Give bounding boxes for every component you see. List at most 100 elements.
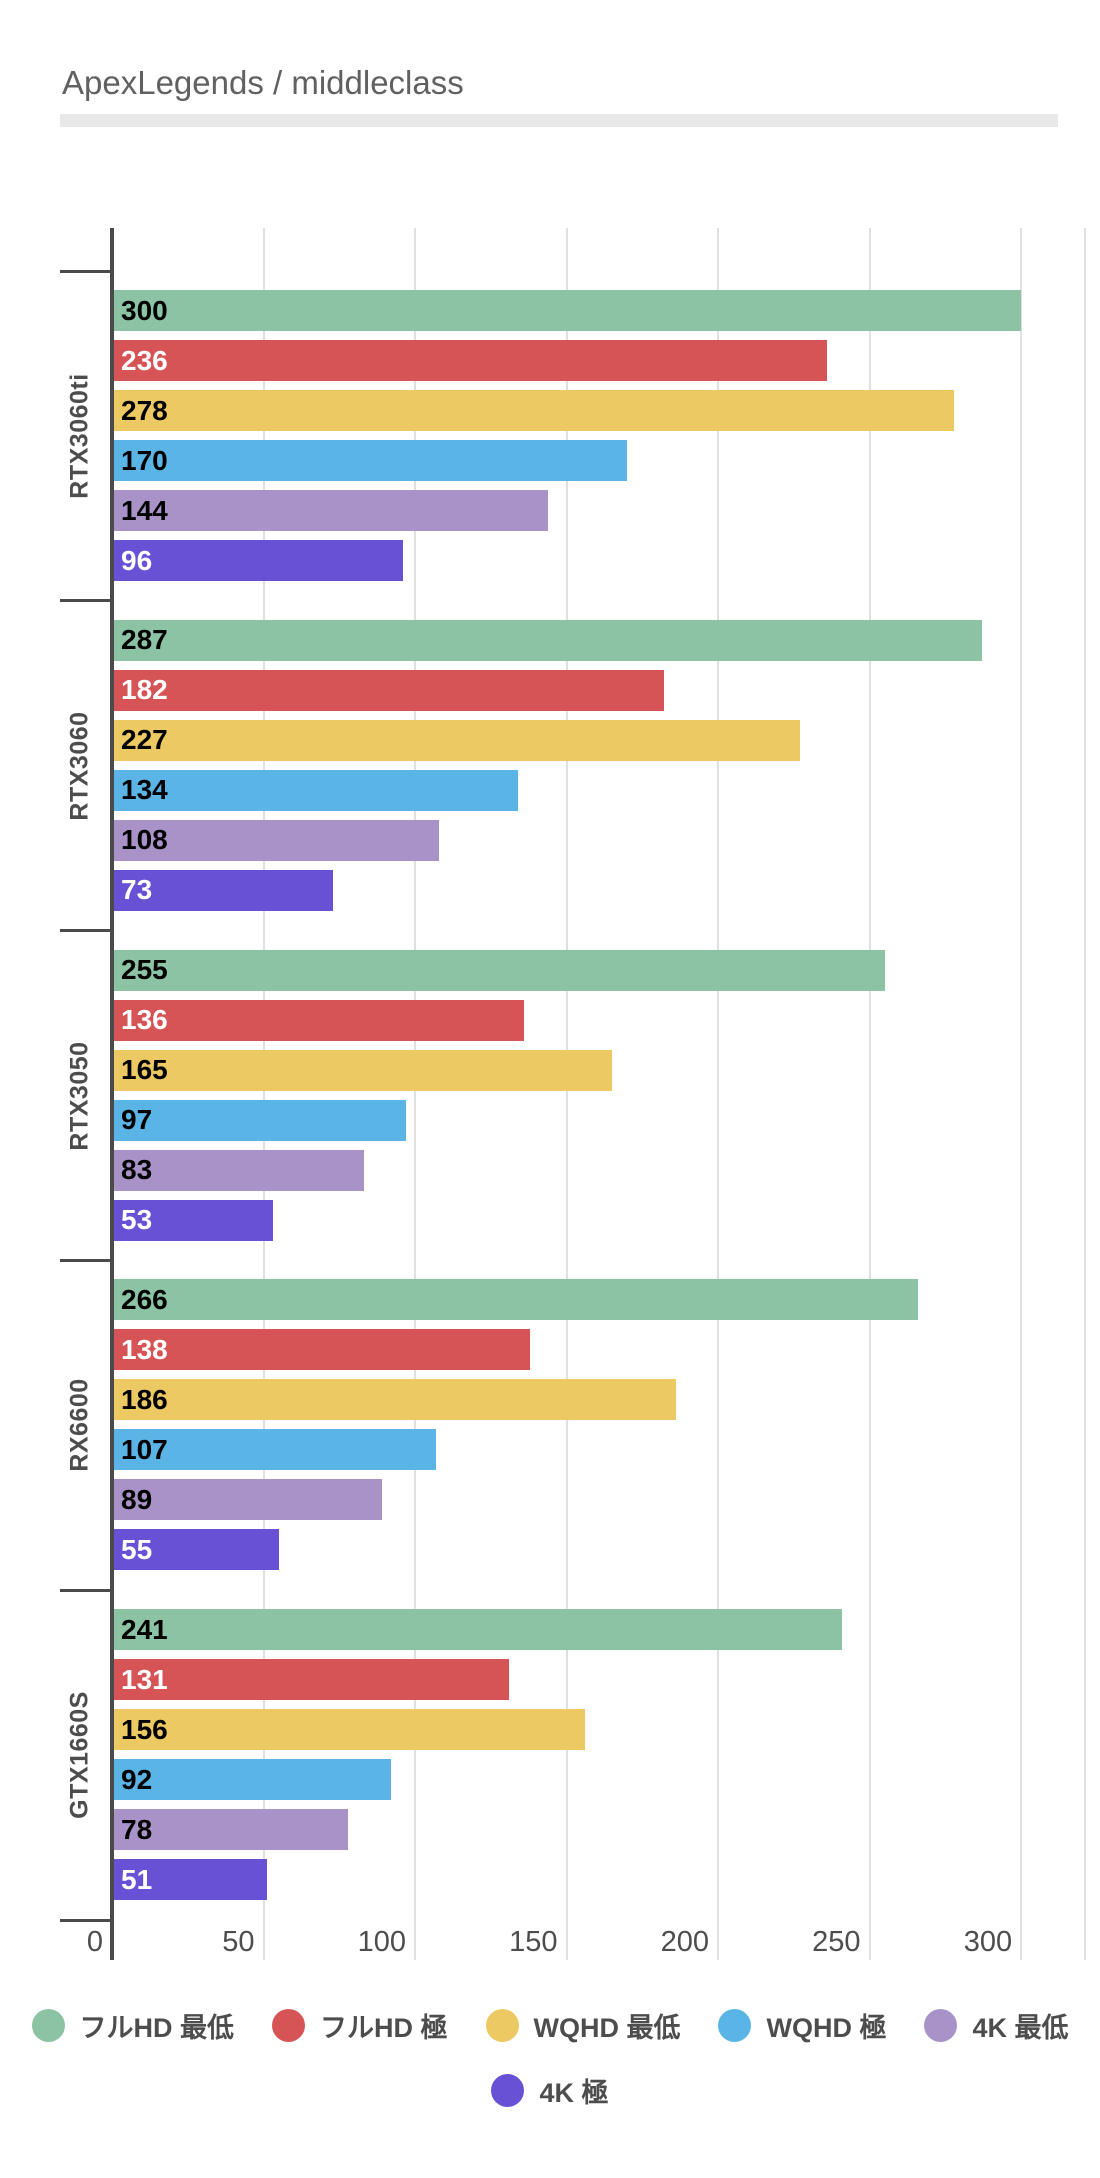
- gridline: [414, 228, 417, 1960]
- bar-value-label: 89: [121, 1483, 153, 1515]
- bar-value-label: 182: [121, 674, 168, 706]
- legend-swatch-icon: [31, 2009, 65, 2042]
- bar-value-label: 96: [121, 544, 153, 576]
- bar[interactable]: 55: [112, 1529, 279, 1571]
- bar[interactable]: 278: [112, 390, 955, 431]
- bar[interactable]: 108: [112, 819, 440, 861]
- bar-value-label: 144: [121, 494, 168, 526]
- bar[interactable]: 51: [112, 1859, 267, 1901]
- bar[interactable]: 134: [112, 769, 519, 811]
- x-tick-label: 300: [963, 1926, 1013, 1958]
- bar[interactable]: 92: [112, 1759, 391, 1801]
- legend-item: WQHD 最低: [485, 2006, 681, 2045]
- title-divider: [60, 114, 1058, 127]
- bar[interactable]: 241: [112, 1609, 843, 1651]
- bar[interactable]: 96: [112, 540, 403, 581]
- bar-value-label: 138: [121, 1333, 168, 1365]
- gridline: [1083, 228, 1086, 1960]
- legend-label: フルHD 極: [320, 2013, 448, 2043]
- legend-swatch-icon: [272, 2009, 305, 2042]
- legend-item: WQHD 極: [718, 2006, 886, 2045]
- category-tick: [60, 599, 112, 603]
- legend-label: フルHD 最低: [79, 2013, 235, 2043]
- bar[interactable]: 136: [112, 999, 525, 1041]
- legend: フルHD 最低 フルHD 極 WQHD 最低 WQHD 極 4K 最低 4K 極: [0, 2006, 1100, 2110]
- x-tick-label: 100: [357, 1926, 407, 1958]
- bar[interactable]: 266: [112, 1279, 919, 1321]
- category-tick: [60, 1918, 112, 1922]
- bar[interactable]: 182: [112, 669, 664, 711]
- bar-value-label: 278: [121, 394, 168, 426]
- bar-value-label: 227: [121, 724, 168, 756]
- x-tick-label: 50: [222, 1926, 255, 1958]
- bar[interactable]: 83: [112, 1149, 364, 1191]
- bar[interactable]: 255: [112, 949, 885, 991]
- legend-item: フルHD 最低: [31, 2006, 235, 2045]
- gridline: [717, 228, 720, 1960]
- bar-value-label: 78: [121, 1813, 153, 1845]
- bar-value-label: 300: [121, 294, 168, 326]
- bar[interactable]: 300: [112, 290, 1022, 331]
- legend-row: フルHD 最低 フルHD 極 WQHD 最低 WQHD 極 4K 最低: [31, 2006, 1069, 2045]
- bar[interactable]: 131: [112, 1659, 509, 1701]
- legend-swatch-icon: [485, 2009, 519, 2042]
- category-label: RTX3060ti: [65, 373, 94, 499]
- bar[interactable]: 165: [112, 1049, 612, 1091]
- category-label: RTX3060: [65, 711, 94, 821]
- category-tick: [60, 1258, 112, 1262]
- bar-value-label: 53: [121, 1204, 153, 1236]
- bar-value-label: 108: [121, 824, 168, 856]
- legend-label: WQHD 極: [766, 2013, 887, 2043]
- bar[interactable]: 144: [112, 490, 549, 531]
- bar[interactable]: 53: [112, 1199, 273, 1241]
- gridline: [565, 228, 568, 1960]
- bar[interactable]: 227: [112, 719, 800, 761]
- gridline: [262, 228, 265, 1960]
- bar[interactable]: 97: [112, 1099, 406, 1141]
- bar-value-label: 92: [121, 1763, 153, 1795]
- bar-value-label: 83: [121, 1154, 153, 1186]
- bar[interactable]: 89: [112, 1479, 382, 1521]
- bar-value-label: 156: [121, 1713, 168, 1745]
- bar-value-label: 287: [121, 624, 168, 656]
- bar[interactable]: 170: [112, 440, 628, 481]
- bar[interactable]: 78: [112, 1809, 349, 1851]
- bar[interactable]: 236: [112, 340, 828, 381]
- bar-value-label: 134: [121, 774, 168, 806]
- legend-swatch-icon: [924, 2009, 958, 2042]
- bar[interactable]: 107: [112, 1429, 437, 1471]
- bar-value-label: 51: [121, 1863, 153, 1895]
- bar-value-label: 97: [121, 1104, 153, 1136]
- bar-value-label: 170: [121, 444, 168, 476]
- bar[interactable]: 287: [112, 619, 982, 661]
- bar-value-label: 236: [121, 344, 168, 376]
- bar[interactable]: 138: [112, 1329, 531, 1371]
- bar[interactable]: 73: [112, 869, 334, 911]
- bar-value-label: 255: [121, 954, 168, 986]
- category-label: RTX3050: [65, 1040, 94, 1151]
- gridline: [868, 228, 871, 1960]
- bar[interactable]: 156: [112, 1709, 585, 1751]
- legend-label: 4K 最低: [972, 2013, 1069, 2043]
- bar-value-label: 136: [121, 1004, 168, 1036]
- x-tick-label: 150: [509, 1926, 558, 1958]
- x-tick-label: 250: [812, 1926, 861, 1958]
- category-label: GTX1660S: [65, 1691, 94, 1819]
- legend-label: WQHD 最低: [533, 2013, 681, 2043]
- bar-value-label: 241: [121, 1613, 168, 1645]
- chart-title: ApexLegends / middleclass: [62, 64, 464, 101]
- category-tick: [60, 1588, 112, 1592]
- bar-value-label: 73: [121, 874, 153, 906]
- x-tick-label: 200: [660, 1926, 710, 1958]
- legend-swatch-icon: [718, 2009, 752, 2042]
- legend-item: フルHD 極: [272, 2006, 448, 2045]
- bar-value-label: 186: [121, 1383, 168, 1415]
- category-tick: [60, 269, 112, 273]
- category-label: RX6600: [65, 1378, 94, 1472]
- legend-row: 4K 極: [491, 2071, 609, 2110]
- bar[interactable]: 186: [112, 1379, 676, 1421]
- legend-swatch-icon: [491, 2074, 525, 2107]
- bar-value-label: 165: [121, 1054, 168, 1086]
- legend-item: 4K 最低: [924, 2006, 1069, 2045]
